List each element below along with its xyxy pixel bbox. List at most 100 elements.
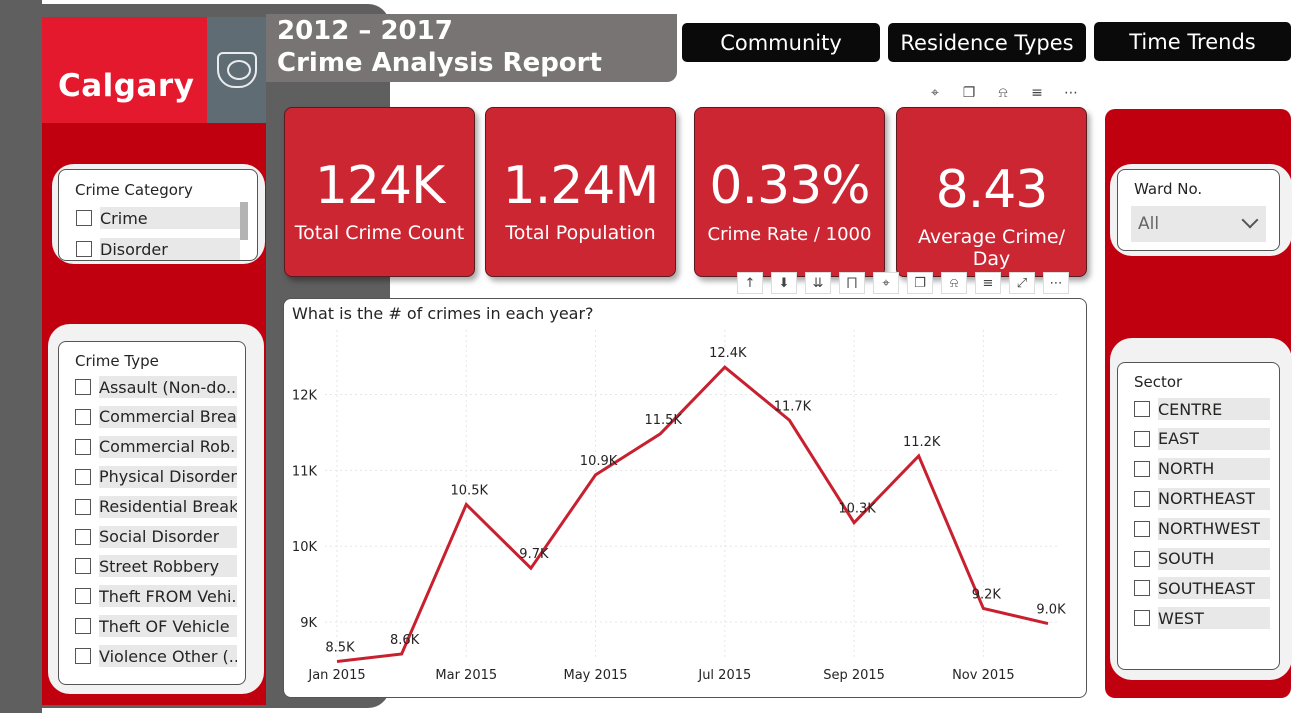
crime-type-option-label: Commercial Brea... [99,407,237,427]
more-icon[interactable]: ⋯ [1043,272,1069,294]
crime-type-option-label: Assault (Non-do... [99,377,237,397]
data-label: 10.3K [838,502,876,517]
checkbox[interactable] [1134,580,1150,597]
x-tick-label: Jan 2015 [307,668,365,683]
x-tick-label: Mar 2015 [435,668,497,683]
checkbox[interactable] [75,468,91,485]
copy-icon[interactable]: ❐ [907,272,933,294]
x-tick-label: Nov 2015 [952,668,1015,683]
nav-community-button[interactable]: Community [682,23,880,62]
checkbox[interactable] [75,648,91,665]
logo-text: Calgary [58,68,195,104]
crime-type-option[interactable]: Theft OF Vehicle [75,615,237,638]
report-years: 2012 – 2017 [277,16,453,46]
nav-residence-types-button[interactable]: Residence Types [888,23,1086,62]
report-title: Crime Analysis Report [277,48,602,78]
sector-option[interactable]: NORTHEAST [1134,487,1270,510]
data-label: 12.4K [709,346,747,361]
slicer-scrollbar[interactable] [240,202,248,240]
bell-icon[interactable]: ⍾ [998,85,1008,101]
data-label: 9.2K [972,587,1002,602]
checkbox[interactable] [1134,610,1150,627]
data-label: 9.7K [519,547,549,562]
series-line [336,365,1049,664]
slicer-title: Ward No. [1134,180,1203,198]
expand-all-icon[interactable]: ⇊ [805,272,831,294]
sector-option-label: NORTHWEST [1158,519,1261,539]
y-tick-label: 12K [292,388,318,403]
arrow-up-icon[interactable]: ↑ [737,272,763,294]
checkbox[interactable] [1134,490,1150,507]
y-tick-label: 9K [300,616,317,631]
pin-icon[interactable]: ⌖ [873,272,899,294]
crime-type-option-label: Theft FROM Vehi... [99,586,237,606]
kpi-value: 124K [314,156,445,216]
data-label: 11.5K [644,413,682,428]
checkbox[interactable] [75,408,91,425]
ward-dropdown[interactable]: All [1131,206,1266,242]
slicer-title: Crime Category [75,181,193,199]
checkbox[interactable] [75,498,91,515]
visual-header-toolbar: ⌖ ❐ ⍾ ≡ ⋯ [918,82,1088,104]
checkbox[interactable] [75,588,91,605]
sector-option[interactable]: CENTRE [1134,398,1270,420]
pin-icon[interactable]: ⌖ [931,85,939,101]
sector-option-label: WEST [1158,608,1204,628]
crimes-line-chart-card [283,298,1087,698]
nav-time-trends-button[interactable]: Time Trends [1094,22,1291,61]
focus-icon[interactable]: ⤢ [1009,272,1035,294]
checkbox[interactable] [1134,430,1150,447]
checkbox[interactable] [75,528,91,545]
chart-title: What is the # of crimes in each year? [292,304,594,323]
filter-icon[interactable]: ≡ [1031,85,1043,101]
crime-type-option[interactable]: Physical Disorder [75,465,237,488]
sector-option-label: CENTRE [1158,399,1223,419]
sector-option-label: SOUTH [1158,549,1215,568]
kpi-value: 0.33% [709,156,870,216]
sector-option[interactable]: WEST [1134,607,1270,630]
crime-type-option-label: Physical Disorder [99,467,237,487]
checkbox[interactable] [75,558,91,575]
crime-type-option[interactable]: Violence Other (... [75,645,237,668]
checkbox[interactable] [76,210,92,226]
checkbox[interactable] [75,438,91,455]
kpi-label: Total Crime Count [294,222,465,244]
data-label: 8.5K [325,641,355,656]
crime-type-option[interactable]: Theft FROM Vehi... [75,585,237,608]
checkbox[interactable] [75,618,91,635]
more-icon[interactable]: ⋯ [1064,85,1078,101]
checkbox[interactable] [76,241,92,257]
crime-type-option-label: Violence Other (... [99,646,237,666]
chart-header-toolbar: ↑ ⬇ ⇊ ⨅ ⌖ ❐ ⍾ ≡ ⤢ ⋯ [737,272,1069,294]
slicer-option-crime[interactable]: Crime [76,207,240,229]
crime-type-option[interactable]: Residential Break... [75,495,237,518]
checkbox[interactable] [1134,550,1150,567]
crime-type-option-label: Social Disorder [99,527,220,546]
sector-option[interactable]: SOUTHEAST [1134,577,1270,600]
slicer-option-disorder[interactable]: Disorder [76,238,240,260]
data-label: 10.5K [451,483,489,498]
sector-option[interactable]: EAST [1134,427,1270,450]
crime-type-option-label: Residential Break... [99,497,237,517]
crime-type-option[interactable]: Commercial Brea... [75,405,237,428]
crime-type-option[interactable]: Commercial Rob... [75,435,237,458]
crime-type-option[interactable]: Social Disorder [75,525,237,548]
crime-type-option[interactable]: Street Robbery [75,555,237,578]
checkbox[interactable] [1134,401,1150,417]
hierarchy-icon[interactable]: ⨅ [839,272,865,294]
checkbox[interactable] [1134,520,1150,537]
checkbox[interactable] [1134,460,1150,477]
filter-icon[interactable]: ≡ [975,272,1001,294]
bell-icon[interactable]: ⍾ [941,272,967,294]
crime-category-slicer: Crime Category Crime Disorder [58,169,258,261]
copy-icon[interactable]: ❐ [962,85,976,101]
drill-down-icon[interactable]: ⬇ [771,272,797,294]
crime-type-option[interactable]: Assault (Non-do... [75,376,237,398]
checkbox[interactable] [75,379,91,395]
sector-option[interactable]: SOUTH [1134,547,1270,570]
sector-option[interactable]: NORTHWEST [1134,517,1270,540]
y-tick-label: 11K [292,464,318,479]
crime-type-option-label: Commercial Rob... [99,437,237,457]
sector-option[interactable]: NORTH [1134,457,1270,480]
